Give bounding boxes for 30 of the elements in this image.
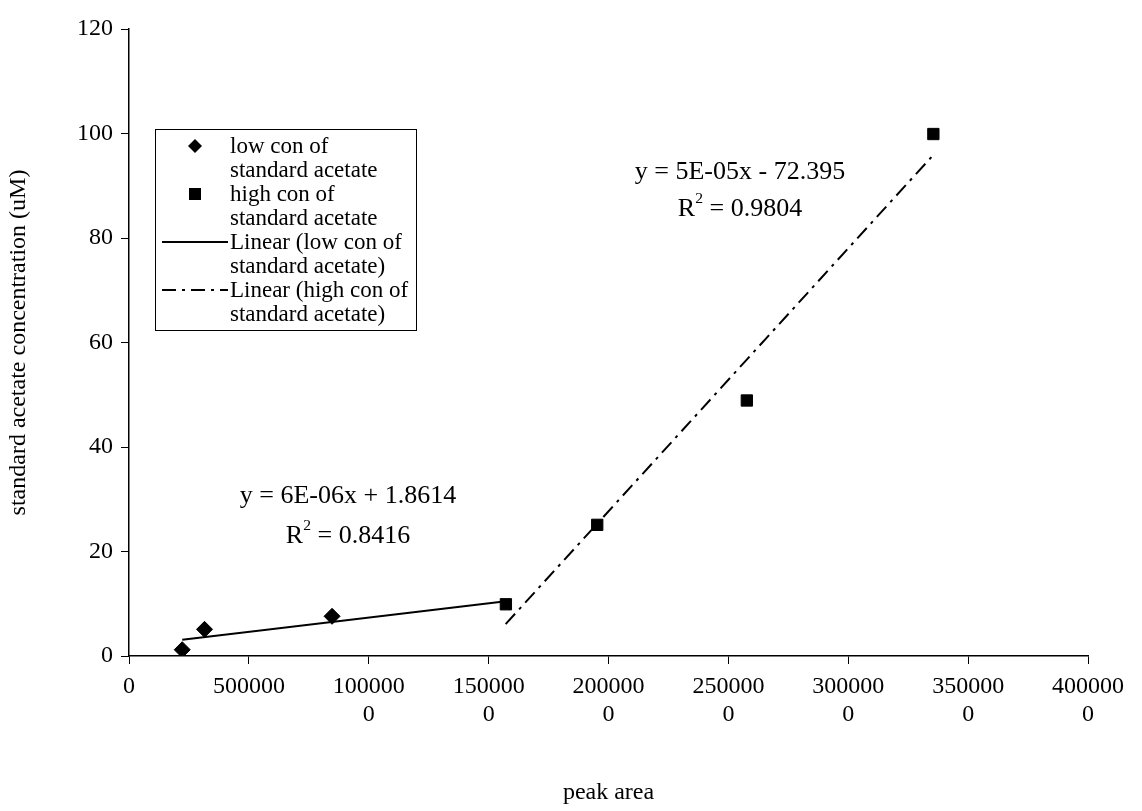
x-tick-label: 500000 bbox=[212, 671, 285, 698]
annotation: y = 5E-05x - 72.395 bbox=[634, 155, 846, 185]
y-tick-label: 40 bbox=[89, 432, 113, 459]
point bbox=[499, 598, 513, 611]
y-tick-label: 120 bbox=[77, 14, 113, 41]
x-tick-label: 400000 0 bbox=[1052, 671, 1124, 727]
legend-label: high con of standard acetate bbox=[230, 181, 379, 230]
x-tick-label: 100000 0 bbox=[332, 671, 405, 727]
x-tick-label: 200000 0 bbox=[572, 671, 645, 727]
y-tick-label: 80 bbox=[89, 223, 113, 250]
y-tick-label: 100 bbox=[77, 118, 113, 145]
x-axis-title: peak area bbox=[562, 777, 655, 804]
y-tick-label: 60 bbox=[89, 327, 113, 354]
y-axis-title: standard acetate concentration (uM) bbox=[3, 169, 30, 516]
x-tick-label: 150000 0 bbox=[452, 671, 525, 727]
x-tick-label: 250000 0 bbox=[692, 671, 765, 727]
point bbox=[591, 518, 604, 532]
x-tick-label: 350000 0 bbox=[932, 671, 1005, 727]
annotation: y = 6E-06x + 1.8614 bbox=[239, 479, 457, 509]
point bbox=[196, 620, 214, 638]
point bbox=[173, 641, 191, 656]
point bbox=[740, 394, 753, 407]
y-tick-label: 20 bbox=[89, 536, 113, 563]
legend-label: Linear (high con of standard acetate) bbox=[230, 277, 410, 326]
legend-label: Linear (low con of standard acetate) bbox=[230, 229, 403, 278]
point bbox=[323, 607, 341, 625]
x-tick-label: 300000 0 bbox=[812, 671, 885, 727]
y-tick-label: 0 bbox=[101, 641, 113, 668]
point bbox=[927, 127, 940, 141]
x-tick-label: 0 bbox=[123, 671, 135, 698]
